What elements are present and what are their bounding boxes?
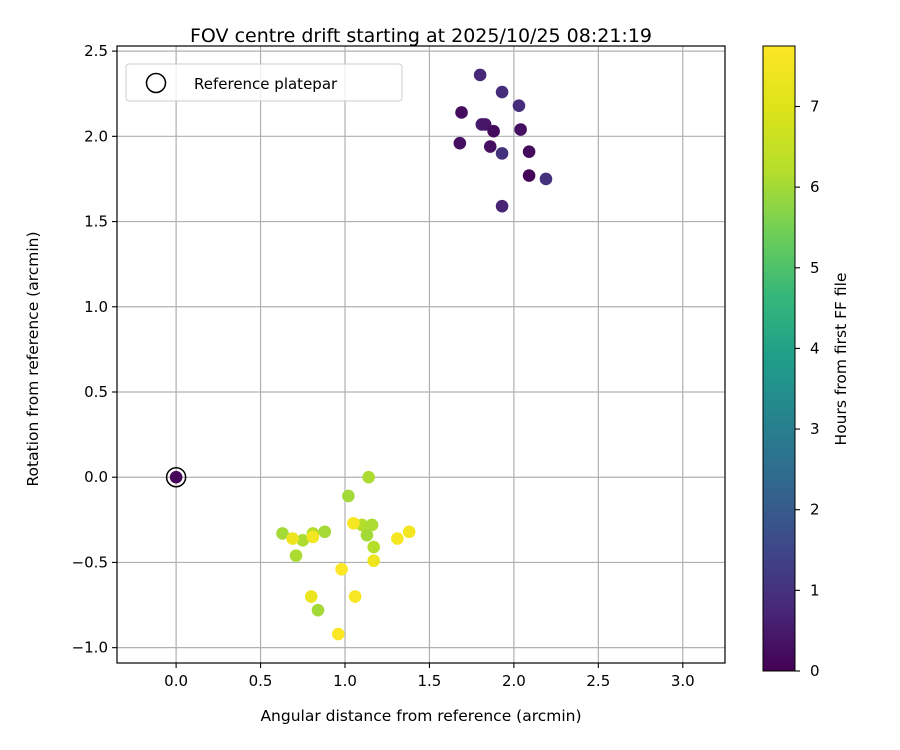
data-point bbox=[487, 124, 500, 138]
data-point bbox=[331, 627, 345, 641]
colorbar-label: Hours from first FF file bbox=[832, 273, 850, 446]
data-point bbox=[286, 532, 299, 545]
data-point bbox=[296, 533, 310, 547]
x-axis-label: Angular distance from reference (arcmin) bbox=[260, 707, 581, 725]
y-tick-label: 2.5 bbox=[84, 42, 108, 60]
x-tick-label: 3.0 bbox=[671, 672, 695, 690]
colorbar-ticks: 0 1 2 3 4 5 6 7 bbox=[795, 97, 820, 680]
y-tick-label: 0.5 bbox=[84, 383, 108, 401]
legend-marker-reference bbox=[145, 72, 167, 94]
data-point bbox=[514, 123, 527, 136]
colorbar-tick-label: 7 bbox=[810, 97, 820, 115]
data-point bbox=[365, 518, 379, 532]
colorbar-gradient bbox=[762, 45, 796, 672]
y-tick-label: −1.0 bbox=[72, 639, 108, 657]
y-tick-label: 0.0 bbox=[84, 468, 108, 486]
colorbar-tick-label: 0 bbox=[810, 662, 820, 680]
data-point bbox=[512, 99, 526, 112]
data-point bbox=[367, 540, 381, 554]
data-point bbox=[495, 85, 509, 99]
reference-platepar-marker bbox=[165, 466, 187, 488]
x-tick-label: 2.0 bbox=[502, 672, 526, 690]
data-point bbox=[342, 489, 355, 503]
data-point bbox=[455, 106, 468, 119]
colorbar: 0 1 2 3 4 5 6 7 Hours from first FF file bbox=[762, 45, 850, 680]
y-axis-label: Rotation from reference (arcmin) bbox=[24, 231, 42, 486]
colorbar-tick-label: 4 bbox=[810, 339, 820, 357]
data-point bbox=[402, 525, 416, 539]
data-point bbox=[367, 554, 381, 568]
data-point bbox=[169, 470, 183, 484]
x-tick-label: 0.5 bbox=[249, 672, 273, 690]
x-tick-label: 0.0 bbox=[164, 672, 188, 690]
data-point bbox=[478, 118, 492, 131]
data-point bbox=[453, 136, 467, 150]
data-point bbox=[360, 528, 374, 542]
plot-frame bbox=[116, 45, 726, 664]
data-point bbox=[539, 172, 553, 186]
data-point bbox=[495, 199, 509, 213]
legend: Reference platepar bbox=[125, 63, 403, 102]
data-point bbox=[311, 603, 325, 617]
colorbar-tick-label: 3 bbox=[810, 420, 820, 438]
data-point bbox=[362, 470, 375, 484]
x-tick-label: 1.0 bbox=[333, 672, 357, 690]
y-tick-label: 2.0 bbox=[84, 127, 108, 145]
y-tick-label: 1.0 bbox=[84, 298, 108, 316]
data-point bbox=[306, 530, 320, 544]
grid-lines bbox=[117, 46, 725, 663]
data-point bbox=[318, 525, 332, 539]
data-point bbox=[483, 140, 497, 153]
data-point bbox=[347, 516, 360, 530]
x-tick-label: 1.5 bbox=[418, 672, 442, 690]
data-points bbox=[165, 68, 553, 641]
data-point bbox=[335, 562, 348, 576]
x-tick-label: 2.5 bbox=[586, 672, 610, 690]
data-point bbox=[473, 68, 487, 82]
chart-title: FOV centre drift starting at 2025/10/25 … bbox=[190, 25, 652, 47]
legend-box bbox=[125, 63, 403, 102]
data-point bbox=[522, 169, 536, 182]
data-point bbox=[391, 532, 404, 545]
legend-label-reference: Reference platepar bbox=[194, 75, 338, 93]
data-point bbox=[276, 527, 289, 540]
data-point bbox=[289, 549, 303, 562]
x-axis-ticks: 0.0 0.5 1.0 1.5 2.0 2.5 3.0 bbox=[164, 663, 695, 690]
data-point bbox=[348, 590, 362, 603]
y-axis-ticks: −1.0 −0.5 0.0 0.5 1.0 1.5 2.0 2.5 bbox=[72, 42, 117, 657]
colorbar-tick-label: 1 bbox=[810, 581, 820, 599]
data-point bbox=[304, 590, 318, 603]
colorbar-tick-label: 5 bbox=[810, 259, 820, 277]
data-point bbox=[495, 147, 509, 160]
data-point bbox=[522, 145, 536, 158]
y-tick-label: −0.5 bbox=[72, 553, 108, 571]
y-tick-label: 1.5 bbox=[84, 213, 108, 231]
colorbar-tick-label: 6 bbox=[810, 178, 820, 196]
colorbar-tick-label: 2 bbox=[810, 501, 820, 519]
